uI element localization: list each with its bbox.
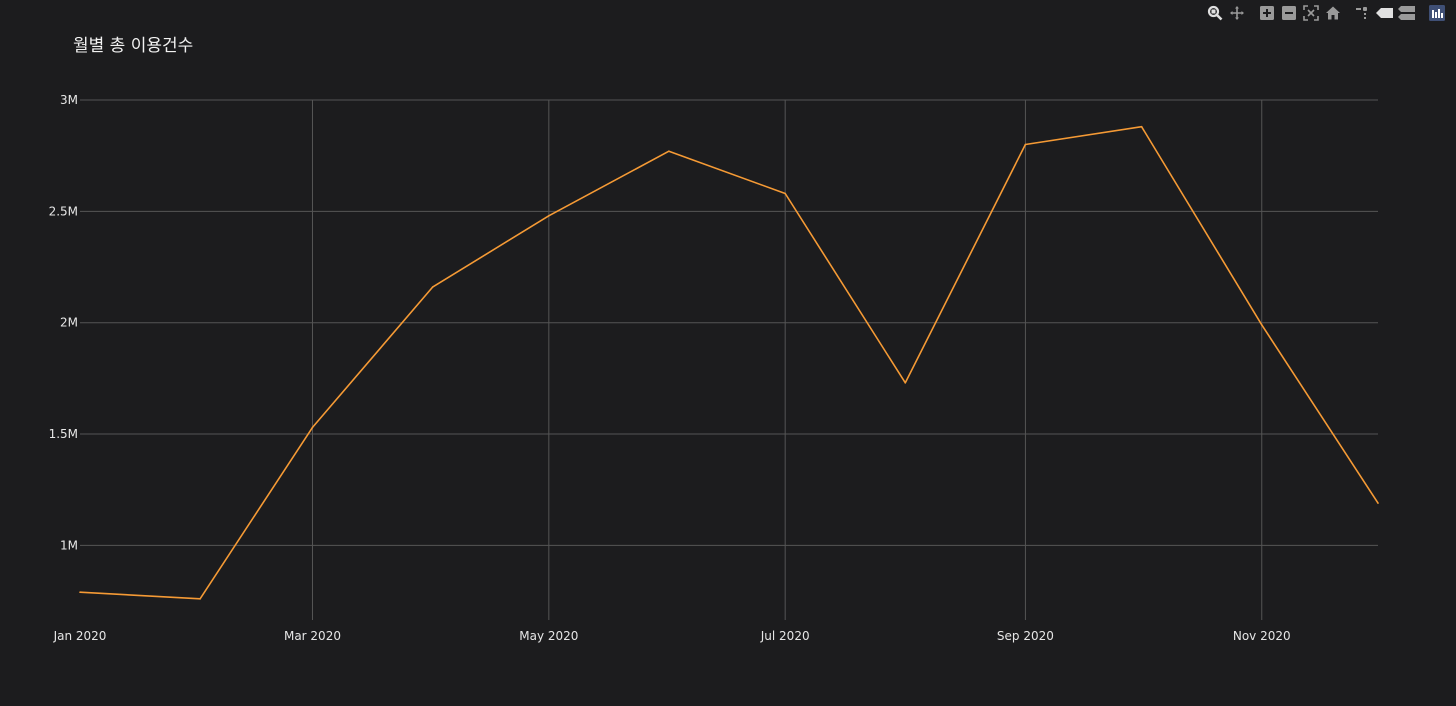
- reset-axes-icon[interactable]: [1322, 4, 1344, 22]
- data-point[interactable]: [1024, 143, 1027, 146]
- zoom-icon[interactable]: [1204, 4, 1226, 22]
- hover-closest-icon[interactable]: [1374, 4, 1396, 22]
- y-tick-label: 2M: [60, 316, 78, 330]
- x-tick-label: May 2020: [519, 629, 578, 643]
- plotly-logo-icon[interactable]: [1426, 4, 1448, 22]
- data-point[interactable]: [904, 382, 907, 384]
- series-line[interactable]: [79, 125, 1379, 600]
- data-point[interactable]: [548, 215, 550, 217]
- y-tick-label: 2.5M: [49, 204, 78, 218]
- x-tick-label: Mar 2020: [284, 629, 341, 643]
- data-point[interactable]: [79, 591, 81, 593]
- y-tick-labels: 1M 1.5M 2M 2.5M 3M: [49, 93, 78, 552]
- data-point[interactable]: [311, 426, 314, 429]
- y-tick-label: 1.5M: [49, 427, 78, 441]
- x-tick-label: Sep 2020: [997, 629, 1054, 643]
- x-tick-label: Nov 2020: [1233, 629, 1291, 643]
- y-gridlines: [80, 99, 1378, 546]
- data-point[interactable]: [199, 598, 201, 600]
- data-point[interactable]: [1140, 125, 1143, 128]
- x-tick-labels: Jan 2020 Mar 2020 May 2020 Jul 2020 Sep 2020…: [53, 629, 1291, 643]
- x-tick-label: Jul 2020: [760, 629, 810, 643]
- pan-icon[interactable]: [1226, 4, 1248, 22]
- autoscale-icon[interactable]: [1300, 4, 1322, 22]
- data-point[interactable]: [668, 150, 670, 153]
- y-tick-label: 1M: [60, 538, 78, 552]
- zoom-out-icon[interactable]: [1278, 4, 1300, 22]
- modebar: [1204, 4, 1448, 22]
- x-tick-label: Jan 2020: [53, 629, 107, 643]
- hover-compare-icon[interactable]: [1396, 4, 1418, 22]
- x-gridlines: [311, 100, 1263, 620]
- data-point[interactable]: [1260, 324, 1263, 326]
- data-point[interactable]: [431, 286, 434, 288]
- y-tick-label: 3M: [60, 93, 78, 107]
- data-point[interactable]: [1377, 502, 1379, 504]
- data-point[interactable]: [784, 192, 786, 195]
- series-layer: [79, 125, 1379, 600]
- chart-title: 월별 총 이용건수: [73, 36, 194, 56]
- zoom-in-icon[interactable]: [1256, 4, 1278, 22]
- spike-lines-icon[interactable]: [1352, 4, 1374, 22]
